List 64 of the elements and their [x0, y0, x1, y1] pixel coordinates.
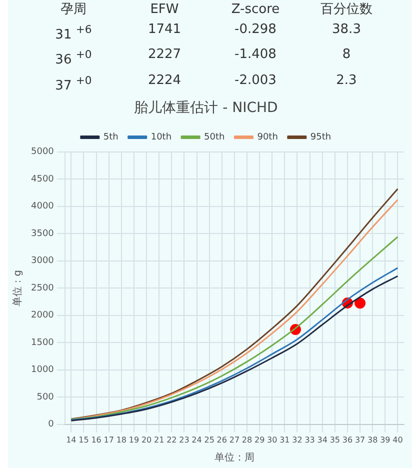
text: -1.408 [234, 46, 278, 64]
x-tick-label: 35 [330, 435, 340, 444]
y-tick-label: 3000 [31, 256, 54, 266]
x-tick-label: 31 [280, 435, 290, 444]
x-tick-label: 37 [354, 435, 366, 444]
x-tick-label: 19 [128, 435, 140, 444]
x-tick-label: 38 [368, 435, 378, 444]
x-tick-label: 40 [392, 435, 403, 444]
text: 百分位数 [320, 1, 374, 19]
x-tick-label: 14 [66, 435, 76, 444]
x-tick-label: 18 [116, 435, 127, 444]
x-axis-title: 单位：周 [214, 452, 254, 464]
y-axis-title: 单位：g [12, 270, 24, 306]
text: 37 $^{+0}$ [54, 72, 93, 95]
x-tick-label: 29 [254, 435, 265, 444]
x-tick-label: 36 [342, 435, 353, 444]
x-tick-label: 33 [304, 435, 315, 444]
y-tick-label: 1000 [31, 365, 54, 376]
x-tick-label: 28 [242, 435, 252, 444]
y-tick-label: 3500 [31, 228, 54, 239]
line-series [70, 236, 398, 420]
legend-label: 10th [150, 132, 172, 143]
x-tick-label: 21 [154, 435, 164, 444]
x-tick-label: 25 [204, 435, 214, 444]
point [354, 298, 366, 309]
chart-title: 胎儿体重估计 - NICHD [134, 100, 278, 116]
x-tick-label: 30 [267, 435, 278, 444]
y-tick-label: 4000 [31, 202, 54, 212]
text: 2227 [146, 46, 182, 64]
x-tick-label: 26 [216, 435, 227, 444]
x-tick-label: 32 [292, 435, 302, 444]
y-tick-label: 4500 [31, 174, 54, 184]
x-tick-label: 16 [91, 435, 102, 444]
text: 31 $^{+6}$ [54, 22, 93, 44]
x-tick-label: 34 [317, 435, 328, 444]
x-tick-label: 24 [192, 435, 202, 444]
text: 2224 [146, 72, 182, 90]
text: 36 $^{+0}$ [54, 47, 93, 70]
text: 2.3 [335, 72, 358, 90]
legend-label: 5th [103, 132, 118, 143]
text: 孕周 [60, 1, 88, 19]
text: 8 [341, 46, 352, 64]
x-tick-label: 17 [104, 435, 114, 444]
x-tick-label: 27 [229, 435, 240, 444]
y-tick-label: 0 [48, 420, 54, 430]
y-tick-label: 2500 [31, 283, 54, 294]
x-tick-label: 23 [179, 435, 190, 444]
y-tick-label: 5000 [31, 147, 54, 158]
x-tick-label: 20 [141, 435, 152, 444]
text: 1741 [146, 21, 182, 39]
y-tick-label: 1500 [31, 338, 54, 348]
legend-label: 95th [310, 132, 332, 143]
legend-label: 50th [204, 132, 225, 143]
y-tick-label: 2000 [31, 310, 54, 321]
text: EFW [149, 1, 180, 19]
text: 38.3 [331, 21, 362, 39]
y-tick-label: 500 [36, 392, 54, 402]
legend-label: 90th [257, 132, 278, 143]
x-tick-label: 39 [380, 435, 390, 444]
text: -2.003 [234, 72, 278, 90]
x-tick-label: 22 [166, 435, 177, 444]
text: -0.298 [234, 21, 278, 39]
text: Z-score [230, 1, 281, 19]
x-tick-label: 15 [78, 435, 89, 444]
